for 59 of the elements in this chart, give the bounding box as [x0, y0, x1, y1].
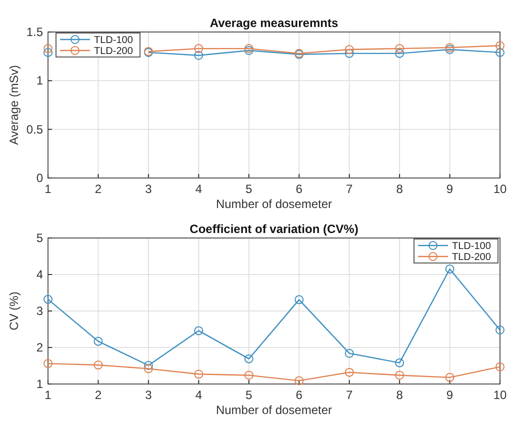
- x-tick-label: 8: [396, 388, 404, 402]
- x-tick-label: 7: [346, 388, 353, 402]
- x-tick-label: 6: [296, 388, 303, 402]
- point: [244, 370, 254, 380]
- point: [94, 360, 103, 370]
- legend-label: TLD-200: [452, 252, 492, 263]
- point: [144, 364, 153, 374]
- point: [496, 325, 504, 334]
- point: [294, 295, 304, 304]
- y-axis-title: Average (mSv): [7, 65, 21, 145]
- x-tick-label: 2: [94, 182, 102, 196]
- x-tick-label: 3: [145, 182, 152, 196]
- y-tick-label: 2: [36, 340, 44, 354]
- point: [244, 354, 254, 364]
- x-axis-title: Number of dosemeter: [216, 403, 332, 417]
- y-tick-label: 5: [36, 231, 44, 245]
- point: [144, 360, 153, 370]
- point: [194, 370, 204, 379]
- y-tick-label: 1: [36, 377, 44, 391]
- x-tick-label: 3: [145, 388, 152, 402]
- legend-label: TLD-100: [94, 35, 134, 46]
- x-tick-label: 10: [493, 182, 507, 196]
- y-tick-label: 1: [36, 74, 44, 88]
- x-tick-label: 5: [246, 182, 253, 196]
- point: [344, 368, 354, 377]
- y-tick-label: 4: [36, 268, 44, 282]
- x-tick-label: 1: [44, 182, 52, 196]
- point: [44, 294, 52, 304]
- y-tick-label: 0.5: [26, 122, 44, 136]
- point: [294, 376, 304, 386]
- x-tick-label: 5: [246, 388, 253, 402]
- point: [344, 348, 354, 358]
- x-tick-label: 2: [94, 388, 102, 402]
- x-tick-label: 4: [195, 388, 202, 402]
- x-tick-label: 9: [446, 388, 454, 402]
- x-axis-title: Number of dosemeter: [216, 197, 332, 211]
- x-tick-label: 8: [396, 182, 404, 196]
- x-tick-label: 1: [44, 388, 52, 402]
- x-tick-label: 4: [195, 182, 202, 196]
- chart-title: Average measuremnts: [210, 16, 338, 30]
- point: [395, 358, 404, 368]
- point: [496, 362, 504, 372]
- point: [445, 264, 454, 274]
- x-tick-label: 6: [296, 182, 303, 196]
- y-tick-label: 1.5: [26, 25, 44, 39]
- x-tick-label: 7: [346, 182, 353, 196]
- point: [94, 336, 103, 346]
- x-tick-label: 10: [493, 388, 507, 402]
- y-tick-label: 0: [36, 171, 44, 185]
- chart-title: Coefficient of variation (CV%): [190, 222, 358, 236]
- point: [44, 359, 52, 368]
- point: [194, 326, 204, 336]
- point: [395, 370, 404, 380]
- y-axis-title: CV (%): [7, 292, 21, 330]
- y-tick-label: 3: [36, 304, 44, 318]
- x-tick-label: 9: [446, 182, 454, 196]
- legend-label: TLD-100: [452, 241, 492, 252]
- point: [445, 372, 454, 382]
- legend-label: TLD-200: [94, 46, 134, 57]
